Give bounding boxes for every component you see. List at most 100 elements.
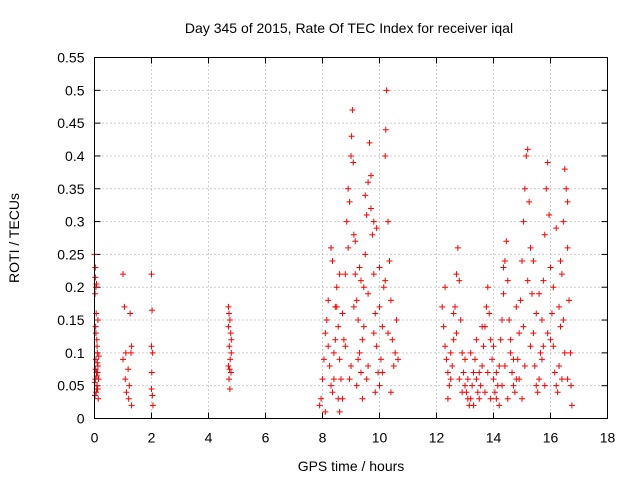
data-point [521, 185, 528, 192]
data-point [149, 402, 156, 409]
data-point [556, 362, 563, 369]
data-point [326, 362, 333, 369]
data-point [379, 369, 386, 376]
data-point [493, 395, 500, 402]
data-point [544, 330, 551, 337]
data-point [507, 336, 514, 343]
data-point [359, 395, 366, 402]
data-point [446, 382, 453, 389]
data-point [450, 310, 457, 317]
data-point [380, 284, 387, 291]
data-point [447, 349, 454, 356]
data-point [387, 297, 394, 304]
data-point [95, 395, 102, 402]
data-point [226, 376, 233, 383]
data-point [459, 349, 466, 356]
data-point [372, 389, 379, 396]
data-point [526, 198, 533, 205]
data-point [335, 395, 342, 402]
y-tick-label: 0.1 [65, 345, 85, 361]
data-point [94, 359, 101, 366]
data-point [473, 376, 480, 383]
data-point [527, 244, 534, 251]
data-point [316, 402, 323, 409]
data-point [376, 264, 383, 271]
y-tick-label: 0.5 [65, 82, 85, 98]
data-point [551, 369, 558, 376]
data-point [517, 297, 524, 304]
data-point [335, 323, 342, 330]
data-point [477, 382, 484, 389]
data-point [122, 349, 129, 356]
data-point [557, 323, 564, 330]
data-point [357, 277, 364, 284]
chart-title: Day 345 of 2015, Rate Of TEC Index for r… [185, 20, 513, 36]
data-point [553, 382, 560, 389]
data-point [509, 369, 516, 376]
data-point [390, 362, 397, 369]
data-point [122, 376, 129, 383]
data-point [560, 218, 567, 225]
y-tick-label: 0.35 [57, 181, 84, 197]
data-point [487, 395, 494, 402]
data-point [323, 317, 330, 324]
data-point [564, 376, 571, 383]
data-point [92, 356, 99, 363]
data-point [370, 218, 377, 225]
data-point [489, 356, 496, 363]
x-tick-label: 16 [543, 430, 559, 446]
data-point [94, 349, 101, 356]
data-point [225, 362, 232, 369]
x-tick-label: 10 [372, 430, 388, 446]
data-point [392, 349, 399, 356]
data-point [322, 408, 329, 415]
data-point [92, 366, 99, 373]
data-point [530, 257, 537, 264]
data-point [550, 284, 557, 291]
data-point [352, 238, 359, 245]
data-point [382, 152, 389, 159]
y-tick-label: 0.4 [65, 148, 85, 164]
y-axis: 0 0.05 0.1 0.15 0.2 0.25 0.3 0.35 0.4 0.45 0.5 0.55 [57, 50, 608, 427]
data-point [554, 389, 561, 396]
data-point [452, 303, 459, 310]
data-point [442, 284, 449, 291]
data-point [362, 251, 369, 258]
data-point [491, 389, 498, 396]
data-point [377, 356, 384, 363]
data-point [342, 271, 349, 278]
data-point [473, 336, 480, 343]
data-point [481, 389, 488, 396]
data-point [567, 349, 574, 356]
data-point [456, 277, 463, 284]
data-point [534, 389, 541, 396]
data-point [349, 107, 356, 114]
data-point [148, 385, 155, 392]
data-point [467, 395, 474, 402]
data-point [385, 330, 392, 337]
data-point [325, 297, 332, 304]
data-point [536, 290, 543, 297]
data-point [470, 369, 477, 376]
data-point [350, 159, 357, 166]
data-point [340, 336, 347, 343]
data-point [471, 356, 478, 363]
data-point [382, 126, 389, 133]
data-point [366, 139, 373, 146]
data-point [333, 303, 340, 310]
data-point [462, 382, 468, 389]
data-point [336, 408, 343, 415]
data-point [516, 376, 523, 383]
data-point [499, 382, 506, 389]
data-point [484, 284, 491, 291]
data-point [339, 310, 346, 317]
data-point [346, 376, 353, 383]
data-point [350, 231, 357, 238]
data-point [328, 244, 335, 251]
data-point [464, 376, 471, 383]
data-point [506, 317, 513, 324]
data-point [444, 395, 451, 402]
data-point [462, 356, 468, 363]
data-point [460, 369, 467, 376]
data-point [370, 271, 377, 278]
